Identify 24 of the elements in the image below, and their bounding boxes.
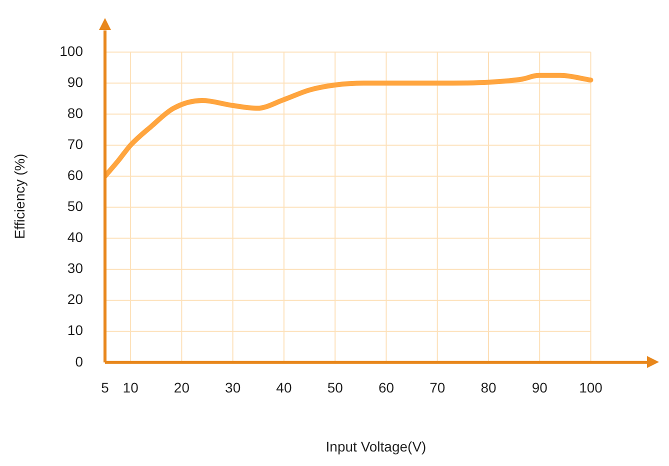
y-tick-label: 100	[60, 42, 84, 59]
y-tick-label: 40	[67, 229, 84, 246]
y-tick-label: 30	[67, 260, 84, 276]
y-axis-title: Efficiency (%)	[11, 154, 28, 240]
x-tick-label: 40	[276, 380, 292, 396]
x-tick-label: 20	[174, 380, 190, 396]
x-tick-label: 30	[225, 380, 241, 396]
x-tick-label: 100	[579, 380, 603, 396]
y-tick-label: 80	[67, 105, 84, 122]
y-tick-label: 50	[67, 198, 84, 214]
x-tick-label: 50	[327, 380, 344, 396]
y-tick-label: 60	[67, 167, 84, 184]
y-tick-label: 10	[67, 322, 84, 338]
x-tick-label: 70	[430, 380, 446, 396]
y-tick-label: 90	[67, 74, 84, 90]
x-tick-label: 80	[480, 380, 496, 396]
x-tick-label: 5	[101, 380, 110, 396]
x-tick-label: 60	[378, 380, 394, 396]
y-tick-label: 20	[67, 291, 84, 308]
x-tick-label: 10	[122, 380, 139, 396]
x-tick-label: 90	[532, 380, 548, 396]
y-tick-label: 0	[75, 353, 84, 370]
y-tick-label: 70	[67, 136, 84, 152]
x-axis-title: Input Voltage(V)	[326, 438, 426, 454]
